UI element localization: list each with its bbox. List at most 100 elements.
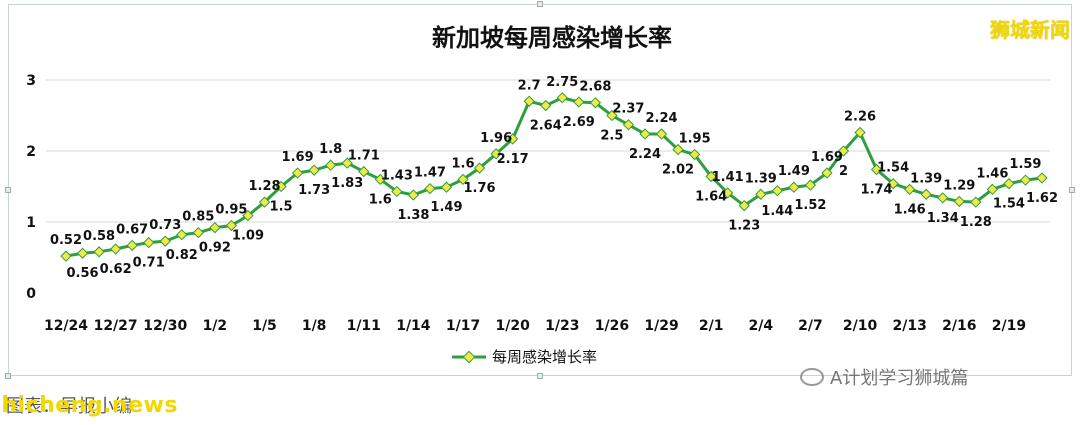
x-tick-label: 2/4 <box>748 318 773 334</box>
data-label: 0.56 <box>67 266 99 281</box>
x-tick-label: 1/11 <box>347 318 381 334</box>
gridlines <box>46 79 1050 223</box>
data-point <box>606 109 618 122</box>
data-point <box>573 96 585 108</box>
resize-handle-left[interactable] <box>5 187 11 193</box>
resize-handle-bottom[interactable] <box>537 373 543 379</box>
data-point <box>622 119 635 131</box>
data-point <box>722 187 734 199</box>
account-name: A计划学习狮城篇 <box>830 368 969 389</box>
site-watermark: shicheng.news <box>0 393 178 418</box>
data-label: 0.92 <box>199 241 231 256</box>
data-label: 1.64 <box>695 190 727 205</box>
data-label: 1.47 <box>414 166 446 181</box>
data-label: 0.62 <box>100 262 132 277</box>
data-label: 2.26 <box>844 110 876 125</box>
data-label: 0.52 <box>50 233 82 248</box>
data-point <box>1019 174 1032 186</box>
data-label: 1.73 <box>298 183 330 198</box>
data-label: 1.52 <box>794 198 826 213</box>
x-tick-label: 2/7 <box>798 318 823 334</box>
data-label: 1.8 <box>319 142 342 157</box>
data-point <box>424 182 436 195</box>
data-label: 1.43 <box>381 168 413 183</box>
data-label: 1.39 <box>910 171 942 186</box>
data-label: 0.73 <box>149 218 181 233</box>
data-label: 2.69 <box>563 115 595 130</box>
data-label: 1.96 <box>480 131 512 146</box>
data-label: 1.28 <box>248 179 280 194</box>
data-label: 1.46 <box>976 166 1008 181</box>
data-point <box>1003 178 1015 190</box>
data-point <box>887 178 899 190</box>
data-label: 1.74 <box>861 182 893 197</box>
data-label: 1.29 <box>943 178 975 193</box>
source-text: 图表：早报小编 <box>6 396 132 417</box>
x-tick-label: 1/5 <box>252 318 277 334</box>
data-label: 2.24 <box>629 147 661 162</box>
data-label: 0.58 <box>83 229 115 244</box>
data-point <box>804 179 817 191</box>
data-point <box>308 164 320 176</box>
x-tick-label: 1/26 <box>595 318 629 334</box>
data-label: 2.5 <box>600 129 623 144</box>
data-point <box>870 163 883 176</box>
data-point <box>192 226 204 239</box>
data-point <box>176 229 188 241</box>
x-tick-label: 1/14 <box>396 318 431 334</box>
data-label: 1.23 <box>728 219 760 234</box>
resize-handle-right[interactable] <box>1069 187 1075 193</box>
data-label: 1.46 <box>894 202 926 217</box>
data-point <box>854 126 866 139</box>
wechat-icon <box>800 368 824 386</box>
data-label: 1.28 <box>960 215 992 230</box>
data-label: 1.71 <box>348 149 380 164</box>
data-point <box>937 192 949 204</box>
data-label: 1.95 <box>679 132 711 147</box>
x-tick-labels: 12/24 12/27 12/30 1/2 1/5 1/8 1/11 1/14 1/17 1/20… <box>44 318 1026 334</box>
x-tick-label: 2/19 <box>992 318 1026 334</box>
data-label: 2.75 <box>546 75 578 90</box>
resize-handle-top[interactable] <box>537 1 543 7</box>
data-label: 1.62 <box>1026 191 1058 206</box>
data-label: 1.6 <box>369 192 392 207</box>
x-tick-label: 1/29 <box>644 318 678 334</box>
y-tick-labels: 0 1 2 3 <box>26 73 36 302</box>
data-point <box>672 143 684 156</box>
data-label: 1.59 <box>1009 157 1041 172</box>
data-label: 2.7 <box>518 78 541 93</box>
data-point <box>705 170 717 183</box>
data-label: 2.64 <box>530 119 562 134</box>
data-label: 1.49 <box>430 200 462 215</box>
data-point <box>821 167 833 179</box>
data-point <box>225 219 238 232</box>
data-point <box>275 180 287 193</box>
data-point <box>291 167 304 179</box>
data-point <box>904 183 916 195</box>
data-point <box>490 148 502 160</box>
data-point <box>655 128 668 140</box>
data-point <box>556 92 568 104</box>
data-point <box>920 188 932 200</box>
data-point <box>407 189 420 201</box>
data-point <box>457 173 469 186</box>
data-point <box>209 222 221 234</box>
data-label: 1.38 <box>397 208 429 223</box>
data-label: 1.76 <box>464 181 496 196</box>
y-tick-label: 0 <box>26 286 36 302</box>
data-labels: 0.52 0.56 0.58 0.62 0.67 0.71 0.73 0.82 0.85 0.92… <box>50 75 1058 281</box>
x-tick-label: 1/23 <box>545 318 579 334</box>
data-label: 0.85 <box>182 210 214 225</box>
legend: 每周感染增长率 <box>452 348 597 366</box>
data-point <box>473 162 486 174</box>
x-tick-label: 1/20 <box>495 318 530 334</box>
data-point <box>970 196 982 208</box>
footer-account: A计划学习狮城篇 <box>800 364 968 390</box>
data-label: 1.34 <box>927 211 959 226</box>
data-point <box>109 243 122 255</box>
footer-source: 图表：早报小编 shicheng.news <box>0 392 178 418</box>
resize-handle-bottom-left[interactable] <box>5 373 11 379</box>
data-point <box>589 97 602 109</box>
data-point <box>506 133 519 145</box>
data-label: 1.5 <box>270 200 293 215</box>
